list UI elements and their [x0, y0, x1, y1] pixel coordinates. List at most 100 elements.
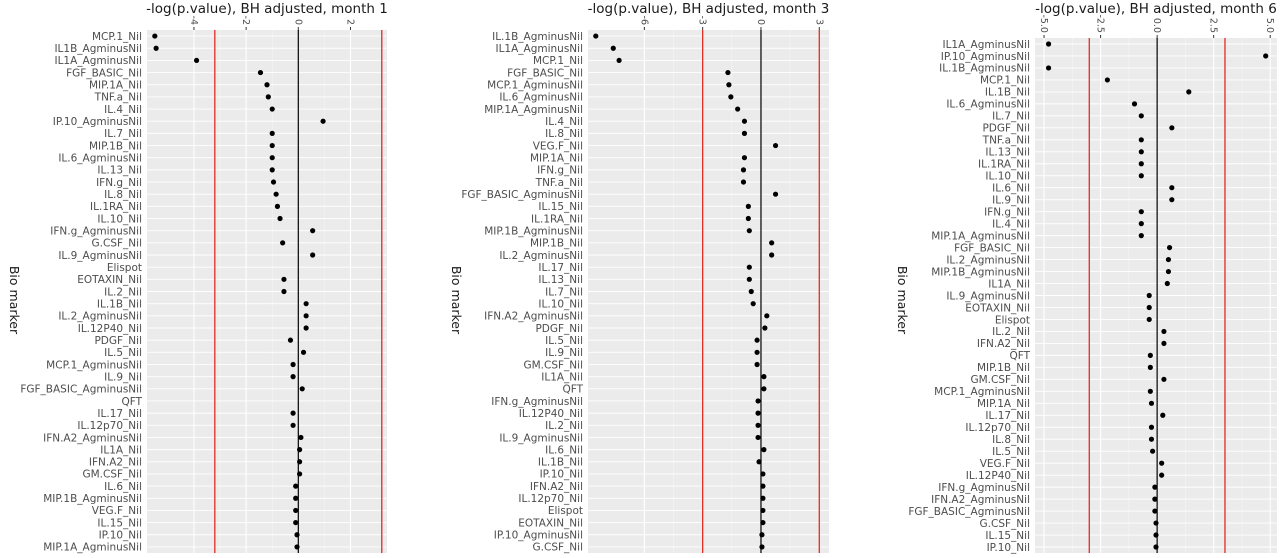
y-tick-label: GM.CSF_Nil	[523, 359, 583, 371]
chart-title: -log(p.value), BH adjusted, month 6	[1035, 1, 1277, 17]
data-point	[1161, 376, 1167, 382]
data-point	[1104, 77, 1110, 83]
data-point	[1045, 41, 1052, 47]
data-point	[269, 130, 275, 136]
data-point	[1159, 460, 1165, 466]
x-tick-label: -2	[240, 16, 251, 25]
data-point	[297, 459, 303, 465]
chart-panel-1: MCP.1_NilIL1B_AgminusNilIL1A_AgminusNilF…	[7, 1, 388, 554]
data-point	[269, 142, 275, 149]
y-tick-label: IL.12p70_Nil	[77, 420, 142, 432]
data-point	[294, 544, 300, 550]
y-tick-label: IP.10_Nil	[987, 542, 1030, 554]
y-tick-label: IL1B_AgminusNil	[54, 43, 142, 55]
data-point	[303, 325, 309, 331]
data-point	[593, 33, 599, 39]
y-tick-label: IP.10_AgminusNil	[494, 530, 583, 542]
data-point	[297, 471, 303, 477]
data-point	[273, 191, 279, 197]
data-point	[761, 447, 767, 453]
y-tick-label: IL.1RA_Nil	[531, 213, 583, 225]
y-tick-label: EOTAXIN_Nil	[965, 302, 1030, 314]
data-point	[274, 203, 281, 209]
y-tick-label: IP.10_AgminusNil	[941, 51, 1030, 63]
data-point	[1153, 520, 1159, 526]
y-axis-label: Bio marker	[7, 266, 22, 335]
y-tick-label: IL.1RA_Nil	[978, 159, 1030, 171]
data-point	[303, 301, 309, 307]
data-point	[1164, 280, 1170, 287]
y-tick-label: FGF_BASIC_AgminusNil	[20, 384, 142, 396]
y-tick-label: IL.6_Nil	[992, 183, 1030, 195]
y-tick-label: QFT	[562, 384, 583, 396]
data-point	[746, 276, 752, 282]
y-tick-label: VEG.F_Nil	[92, 505, 142, 517]
data-point	[1161, 328, 1167, 335]
data-point	[1166, 244, 1173, 251]
data-point	[320, 118, 326, 124]
data-point	[299, 386, 305, 392]
data-point	[1152, 508, 1158, 514]
y-tick-label: IL.9_Nil	[545, 347, 583, 359]
data-point	[1169, 125, 1175, 131]
y-tick-label: IL.2_Nil	[545, 420, 583, 432]
y-tick-label: IL.2_AgminusNil	[499, 250, 583, 262]
y-tick-label: Elispot	[548, 505, 583, 517]
data-point	[1165, 256, 1172, 263]
x-tick-label: -6	[638, 16, 649, 25]
x-tick-label: 0	[755, 19, 766, 25]
data-point	[735, 106, 741, 112]
data-point	[1169, 185, 1175, 191]
y-tick-label: IL.9_AgminusNil	[946, 290, 1030, 302]
y-tick-label: MIP.1B_Nil	[89, 140, 142, 152]
data-point	[1138, 113, 1144, 119]
data-point	[293, 507, 299, 514]
data-point	[1138, 209, 1144, 215]
y-tick-label: PDGF_Nil	[535, 323, 583, 335]
data-point	[748, 288, 754, 295]
data-point	[1146, 304, 1152, 311]
y-tick-label: MIP.1A_AgminusNil	[931, 230, 1030, 242]
data-point	[257, 69, 264, 76]
data-point	[1165, 268, 1172, 275]
data-point	[725, 69, 731, 76]
data-point	[1131, 101, 1138, 107]
y-tick-label: IL.15_Nil	[985, 530, 1030, 542]
y-tick-label: IL.17_Nil	[538, 262, 583, 274]
y-tick-label: IP.10_Nil	[540, 469, 583, 481]
data-point	[760, 483, 766, 489]
y-tick-label: IL.2_AgminusNil	[946, 254, 1030, 266]
y-tick-label: EOTAXIN_Nil	[518, 517, 583, 529]
data-point	[1147, 388, 1153, 394]
y-tick-label: IL.13_Nil	[97, 165, 142, 177]
data-point	[290, 422, 296, 428]
data-point	[761, 386, 767, 392]
y-tick-label: G.CSF_Nil	[980, 518, 1030, 530]
y-tick-label: IL.12P40_Nil	[519, 408, 583, 420]
data-point	[1159, 472, 1165, 478]
y-tick-label: IP.10_Nil	[99, 530, 142, 542]
data-point	[1148, 424, 1155, 430]
data-point	[1146, 292, 1152, 299]
y-tick-label: FGF_BASIC_Nil	[507, 67, 583, 79]
data-point	[760, 519, 766, 526]
data-point	[754, 349, 760, 355]
data-point	[298, 434, 304, 441]
y-tick-label: IL.1RA_Nil	[90, 201, 142, 213]
y-tick-label: IL.10_Nil	[985, 171, 1030, 183]
data-point	[280, 240, 286, 246]
y-tick-label: IL.5_Nil	[545, 335, 583, 347]
data-point	[772, 142, 779, 149]
y-tick-label: G.CSF_Nil	[533, 542, 583, 554]
y-tick-label: IL.6_Nil	[104, 481, 142, 493]
y-tick-label: IFN.A2_Nil	[977, 338, 1030, 350]
data-point	[761, 374, 767, 380]
y-tick-label: IL.8_Nil	[545, 128, 583, 140]
y-tick-label: IL.10_Nil	[97, 213, 142, 225]
y-tick-label: VEG.F_Nil	[980, 458, 1030, 470]
y-tick-label: IL.4_Nil	[104, 104, 142, 116]
data-point	[726, 82, 732, 88]
data-point	[755, 422, 761, 428]
x-tick-label: 0.0	[1151, 18, 1162, 33]
y-tick-label: FGF_BASIC_AgminusNil	[908, 506, 1030, 518]
